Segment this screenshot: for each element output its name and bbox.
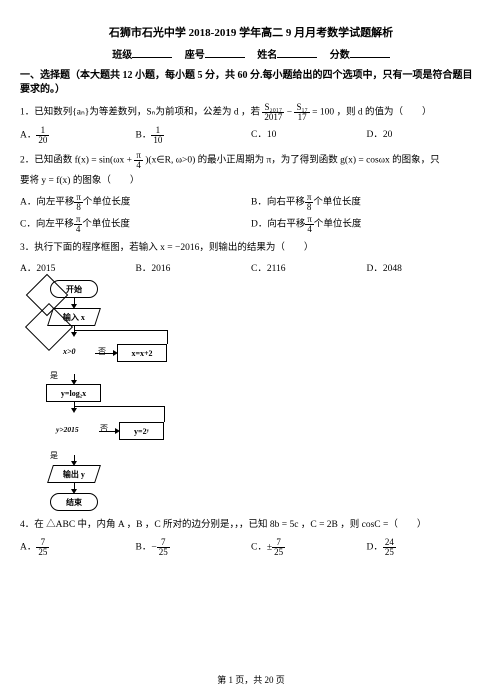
q1-opt-c: C．10 xyxy=(251,126,367,145)
q1-frac1: S₂₀₁₇2017 xyxy=(262,103,284,122)
q2-stem-a: 2．已知函数 f(x) = sin(ωx + xyxy=(20,156,134,166)
q2-opt-a: A．向左平移π8个单位长度 xyxy=(20,193,251,212)
student-info-line: 班级 座号 姓名 分数 xyxy=(20,46,482,61)
seat-label: 座号 xyxy=(185,50,205,61)
name-blank xyxy=(277,48,317,58)
section-1-heading: 一、选择题（本大题共 12 小题，每小题 5 分，共 60 分.每小题给出的四个… xyxy=(20,69,482,97)
q1-stem-b: = 100 ，则 d 的值为（ ） xyxy=(312,108,431,118)
fc-assign1: x=x+2 xyxy=(117,344,167,362)
q3-opt-a: A．2015 xyxy=(20,260,136,274)
class-blank xyxy=(132,48,172,58)
score-label: 分数 xyxy=(330,50,350,61)
page-title: 石狮市石光中学 2018-2019 学年高二 9 月月考数学试题解析 xyxy=(20,24,482,40)
question-1: 1．已知数列{aₙ}为等差数列，Sₙ为前项和，公差为 d ，若 S₂₀₁₇201… xyxy=(20,103,482,122)
fc-end: 结束 xyxy=(50,493,98,511)
q4-opt-d: D．2425 xyxy=(367,538,483,557)
fc-yes2: 是 xyxy=(50,450,58,461)
fc-assign2: y=log₂x xyxy=(46,384,101,402)
question-2: 2．已知函数 f(x) = sin(ωx + π4 )(x∈R, ω>0) 的最… xyxy=(20,151,482,170)
fc-cond2-label: y>2015 xyxy=(56,425,79,434)
question-3: 3．执行下面的程序框图，若输入 x = −2016，则输出的结果为（ ） xyxy=(20,241,482,256)
q1-opt-d: D．20 xyxy=(367,126,483,145)
fc-output: 输出 y xyxy=(47,465,101,483)
seat-blank xyxy=(205,48,245,58)
q4-opt-b: B．−725 xyxy=(136,538,252,557)
q3-opt-b: B．2016 xyxy=(136,260,252,274)
q2-opt-c: C．向左平移π4个单位长度 xyxy=(20,215,251,234)
q2-opt-b: B．向右平移π8个单位长度 xyxy=(251,193,482,212)
fc-no2: 否 xyxy=(100,423,108,434)
q1-minus: − xyxy=(287,108,295,118)
question-4: 4．在 △ABC 中，内角 A ，B ，C 所对的边分别是，，，已知 8b = … xyxy=(20,518,482,533)
q4-opt-c: C．±725 xyxy=(251,538,367,557)
q2-options: A．向左平移π8个单位长度 B．向右平移π8个单位长度 C．向左平移π4个单位长… xyxy=(20,193,482,237)
q2-stem-b: )(x∈R, ω>0) 的最小正周期为 π，为了得到函数 g(x) = cosω… xyxy=(145,156,439,166)
q1-frac2: S₁₇17 xyxy=(294,103,309,122)
fc-no1: 否 xyxy=(98,346,106,357)
fc-yes1: 是 xyxy=(50,370,58,381)
q4-opt-a: A．725 xyxy=(20,538,136,557)
name-label: 姓名 xyxy=(257,50,277,61)
q4-options: A．725 B．−725 C．±725 D．2425 xyxy=(20,538,482,557)
fc-cond1-label: x>0 xyxy=(63,347,76,356)
q3-opt-c: C．2116 xyxy=(251,260,367,274)
q2-frac: π4 xyxy=(134,151,143,170)
flowchart: 开始 输入 x x>0 否 x=x+2 是 y=log₂x y>2015 否 y… xyxy=(32,280,182,512)
q2-stem-c: 要将 y = f(x) 的图象（ ） xyxy=(20,174,482,189)
q1-opt-b: B．110 xyxy=(136,126,252,145)
q3-opt-d: D．2048 xyxy=(367,260,483,274)
q1-options: A．120 B．110 C．10 D．20 xyxy=(20,126,482,145)
q1-opt-a: A．120 xyxy=(20,126,136,145)
page-footer: 第 1 页，共 20 页 xyxy=(0,673,502,686)
q3-options: A．2015 B．2016 C．2116 D．2048 xyxy=(20,260,482,274)
fc-assign3: y=2ʸ xyxy=(119,422,164,440)
q2-opt-d: D．向右平移π4个单位长度 xyxy=(251,215,482,234)
score-blank xyxy=(350,48,390,58)
q1-stem-a: 1．已知数列{aₙ}为等差数列，Sₙ为前项和，公差为 d ，若 xyxy=(20,108,262,118)
class-label: 班级 xyxy=(112,50,132,61)
